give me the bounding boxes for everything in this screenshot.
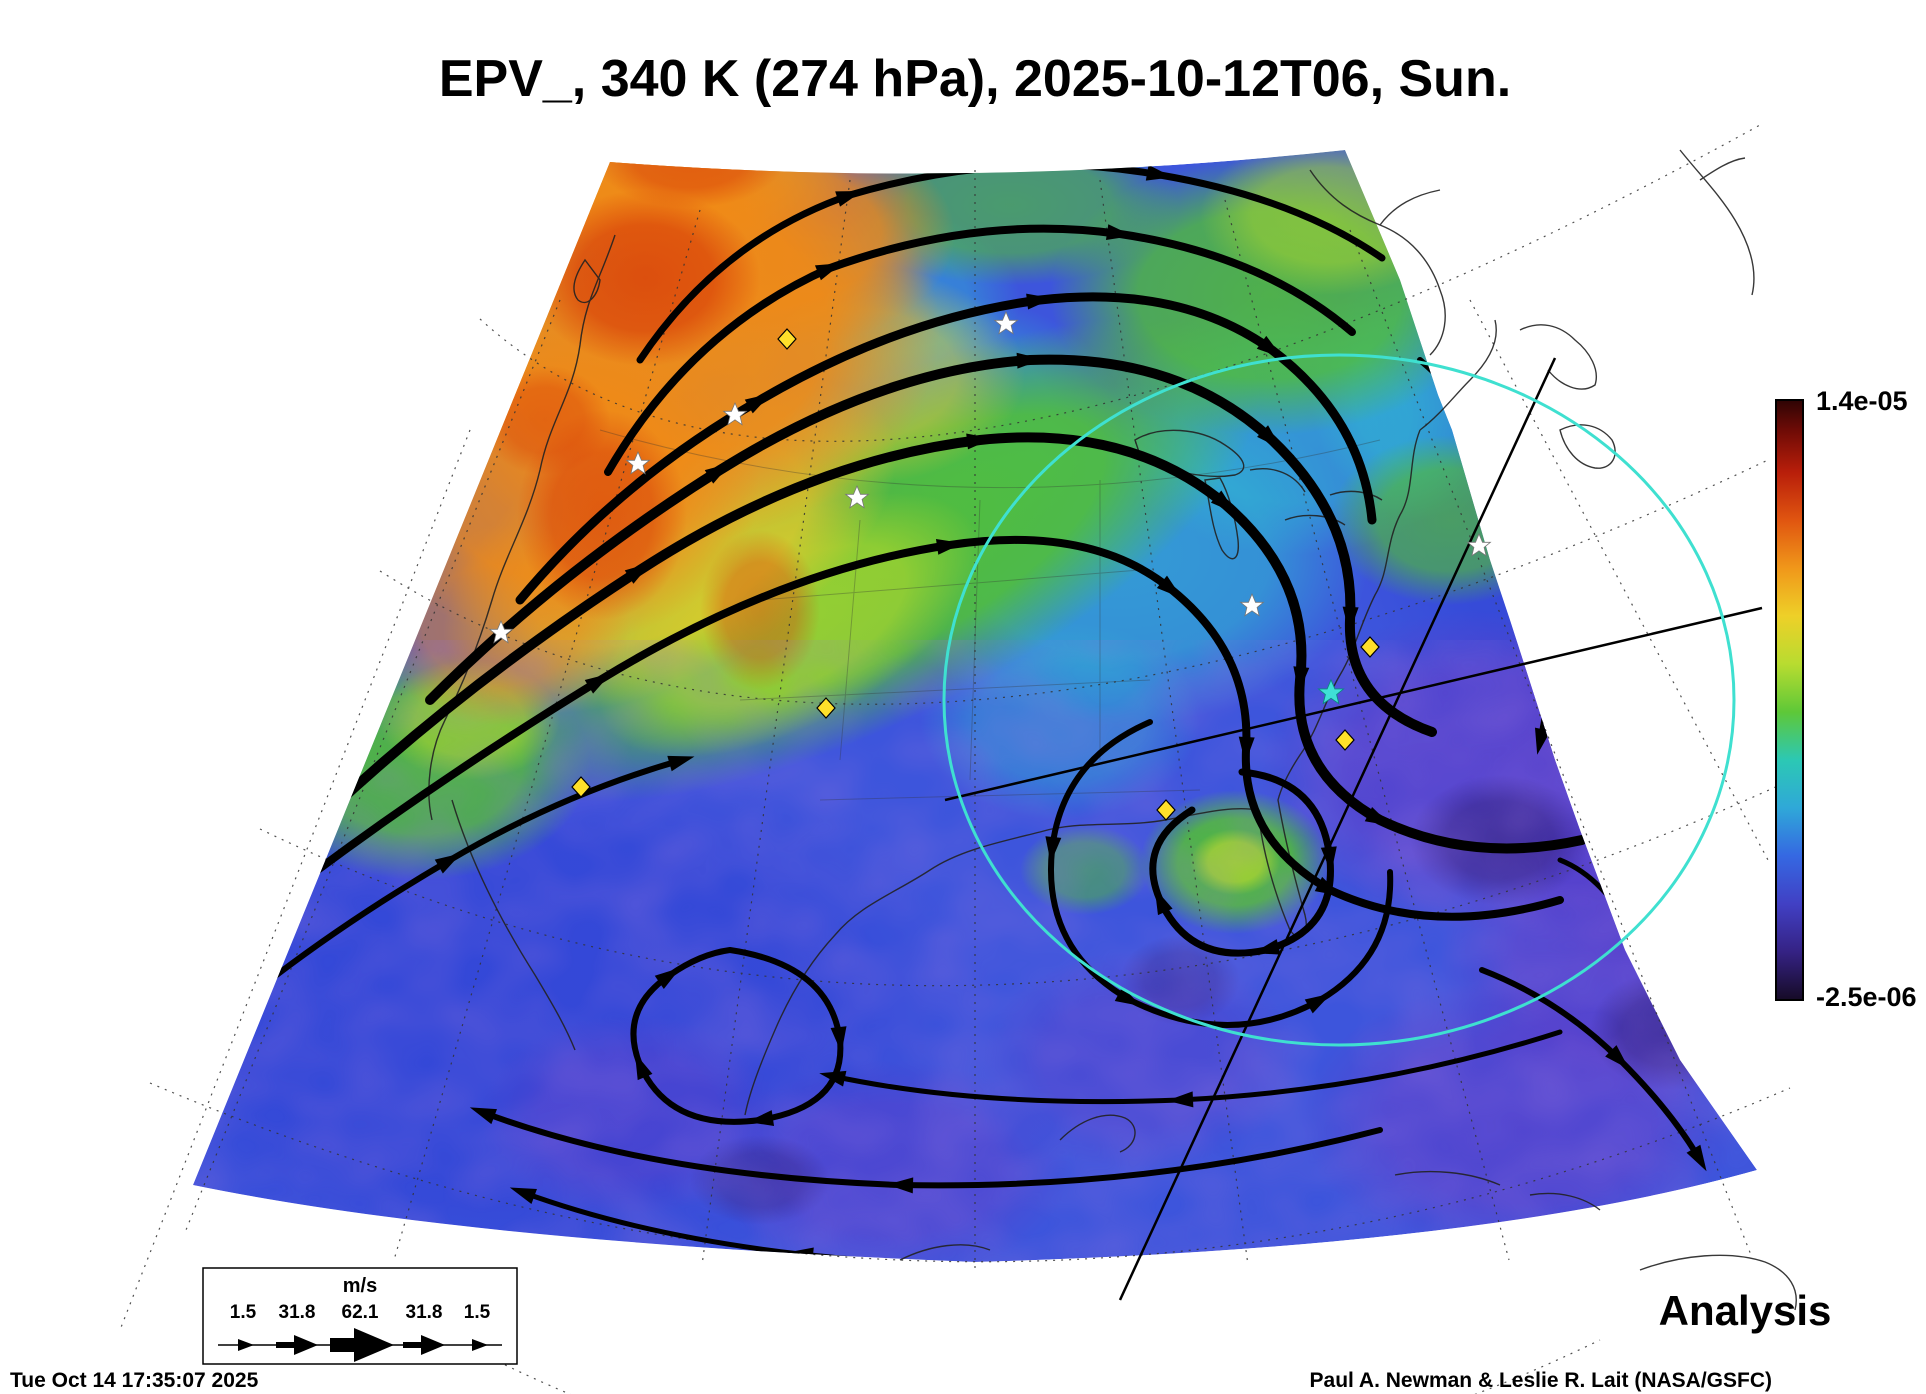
analysis-label: Analysis <box>1659 1287 1832 1334</box>
great-circle-line <box>1118 357 1557 1301</box>
range-circle <box>942 353 1736 1047</box>
figure-title: EPV_, 340 K (274 hPa), 2025-10-12T06, Su… <box>439 50 1511 108</box>
epv-field <box>193 150 1757 1262</box>
wind-legend-value: 1.5 <box>464 1302 491 1323</box>
wind-legend-units: m/s <box>343 1275 377 1297</box>
colorbar-min-label: -2.5e-06 <box>1816 982 1917 1012</box>
wind-legend-value: 31.8 <box>279 1302 316 1323</box>
wind-speed-legend: m/s 1.5 31.8 62.1 31.8 1.5 <box>202 1267 518 1365</box>
wind-legend-value: 62.1 <box>342 1302 379 1323</box>
timestamp: Tue Oct 14 17:35:07 2025 <box>10 1369 259 1392</box>
wind-arrow-scale-icon <box>218 1328 502 1362</box>
credit: Paul A. Newman & Leslie R. Lait (NASA/GS… <box>1310 1369 1772 1392</box>
great-circle-line <box>944 606 1763 802</box>
colorbar-max-label: 1.4e-05 <box>1816 386 1908 416</box>
wind-legend-value: 31.8 <box>406 1302 443 1323</box>
wind-legend-value: 1.5 <box>230 1302 257 1323</box>
great-circle-lines <box>944 357 1763 1301</box>
colorbar: 1.4e-05 -2.5e-06 <box>1775 386 1917 1012</box>
